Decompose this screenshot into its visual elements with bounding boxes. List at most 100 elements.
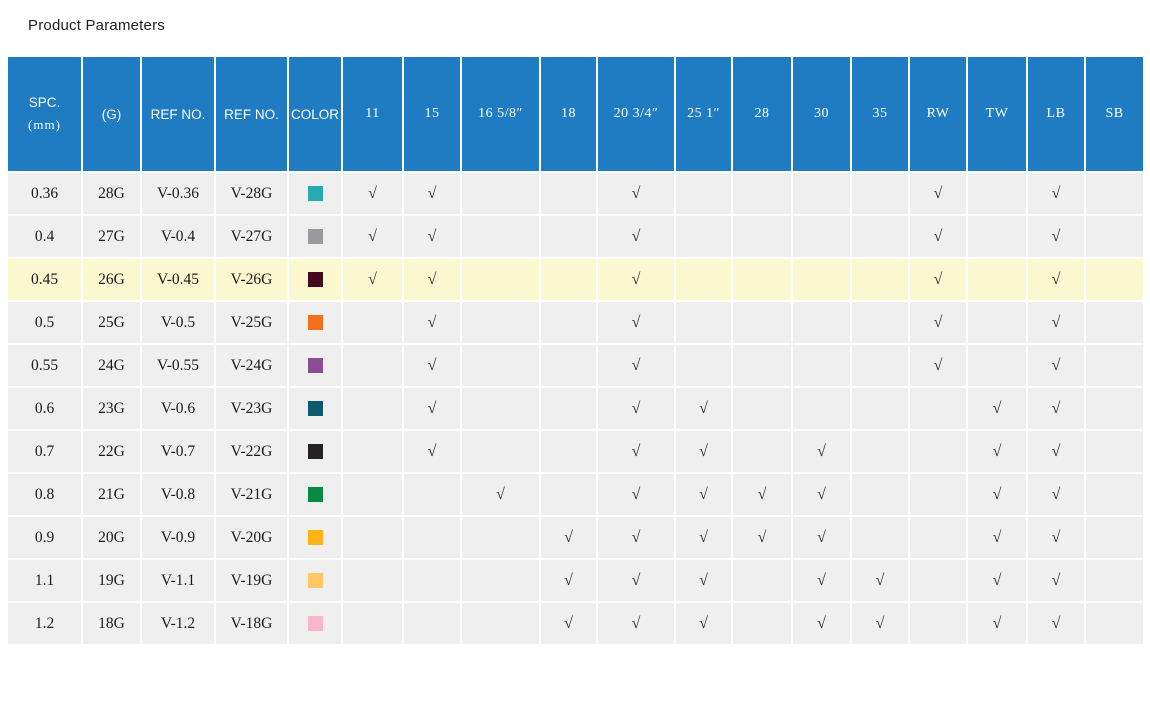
check-mark: √ (791, 472, 852, 517)
color-swatch (307, 444, 323, 460)
cell-gauge: 19G (81, 558, 142, 603)
empty-cell (341, 601, 404, 646)
check-mark: √ (596, 343, 676, 388)
header-cell-refno: REF NO. (140, 55, 216, 173)
color-swatch (307, 573, 323, 589)
empty-cell (539, 214, 598, 259)
empty-cell (341, 300, 404, 345)
cell-ref-no: V-0.45 (140, 257, 216, 302)
cell-ref-no: V-0.9 (140, 515, 216, 560)
empty-cell (731, 171, 793, 216)
cell-gauge: 20G (81, 515, 142, 560)
empty-cell (402, 472, 462, 517)
empty-cell (460, 300, 541, 345)
cell-ref-no: V-0.7 (140, 429, 216, 474)
color-swatch (307, 186, 323, 202)
empty-cell (850, 386, 910, 431)
header-cell-color: COLOR (287, 55, 343, 173)
table-row-0.9: 0.9 20G V-0.9 V-20G √ √ √ √ √ √ √ (6, 515, 1145, 560)
table-row-0.8: 0.8 21G V-0.8 V-21G √ √ √ √ √ √ √ (6, 472, 1145, 517)
cell-gauge: 26G (81, 257, 142, 302)
color-swatch (307, 272, 323, 288)
check-mark: √ (966, 558, 1028, 603)
cell-ref-no-2: V-20G (214, 515, 289, 560)
cell-ref-no: V-0.55 (140, 343, 216, 388)
empty-cell (539, 257, 598, 302)
empty-cell (674, 257, 733, 302)
empty-cell (539, 472, 598, 517)
check-mark: √ (674, 558, 733, 603)
table-row-0.45: 0.45 26G V-0.45 V-26G √ √ √ √ √ (6, 257, 1145, 302)
check-mark: √ (908, 300, 968, 345)
header-cell-size-LB: LB (1026, 55, 1086, 173)
check-mark: √ (1026, 472, 1086, 517)
empty-cell (908, 429, 968, 474)
check-mark: √ (908, 171, 968, 216)
empty-cell (731, 601, 793, 646)
empty-cell (674, 300, 733, 345)
header-cell-size-TW: TW (966, 55, 1028, 173)
cell-gauge: 22G (81, 429, 142, 474)
check-mark: √ (908, 257, 968, 302)
check-mark: √ (402, 429, 462, 474)
table-body: 0.36 28G V-0.36 V-28G √ √ √ √ √ 0.4 27G V-0.4 V-27G √… (6, 171, 1145, 646)
check-mark: √ (1026, 343, 1086, 388)
check-mark: √ (402, 214, 462, 259)
check-mark: √ (1026, 386, 1086, 431)
empty-cell (966, 257, 1028, 302)
check-mark: √ (402, 257, 462, 302)
header-cell-size-RW: RW (908, 55, 968, 173)
header-label: SPC. (28, 95, 61, 110)
check-mark: √ (674, 386, 733, 431)
empty-cell (966, 171, 1028, 216)
color-swatch (307, 616, 323, 632)
header-cell-size-30: 30 (791, 55, 852, 173)
header-cell-size-11: 11 (341, 55, 404, 173)
header-cell-size-SB: SB (1084, 55, 1145, 173)
empty-cell (539, 171, 598, 216)
empty-cell (402, 515, 462, 560)
empty-cell (731, 214, 793, 259)
empty-cell (731, 386, 793, 431)
cell-color (287, 300, 343, 345)
header-cell-size-28: 28 (731, 55, 793, 173)
empty-cell (731, 558, 793, 603)
check-mark: √ (402, 386, 462, 431)
check-mark: √ (596, 214, 676, 259)
check-mark: √ (1026, 558, 1086, 603)
check-mark: √ (966, 429, 1028, 474)
cell-gauge: 23G (81, 386, 142, 431)
empty-cell (539, 429, 598, 474)
cell-ref-no: V-0.8 (140, 472, 216, 517)
empty-cell (1084, 343, 1145, 388)
empty-cell (966, 214, 1028, 259)
empty-cell (460, 558, 541, 603)
cell-gauge: 21G (81, 472, 142, 517)
check-mark: √ (908, 343, 968, 388)
empty-cell (1084, 472, 1145, 517)
empty-cell (341, 343, 404, 388)
check-mark: √ (966, 515, 1028, 560)
cell-ref-no-2: V-23G (214, 386, 289, 431)
cell-spc: 0.55 (6, 343, 83, 388)
table-row-0.4: 0.4 27G V-0.4 V-27G √ √ √ √ √ (6, 214, 1145, 259)
check-mark: √ (850, 558, 910, 603)
check-mark: √ (596, 386, 676, 431)
header-sublabel: (mm) (28, 117, 61, 132)
empty-cell (1084, 257, 1145, 302)
check-mark: √ (596, 429, 676, 474)
empty-cell (460, 429, 541, 474)
check-mark: √ (402, 171, 462, 216)
check-mark: √ (596, 558, 676, 603)
cell-ref-no: V-0.4 (140, 214, 216, 259)
empty-cell (539, 300, 598, 345)
empty-cell (341, 472, 404, 517)
cell-color (287, 601, 343, 646)
cell-gauge: 24G (81, 343, 142, 388)
empty-cell (908, 386, 968, 431)
check-mark: √ (1026, 171, 1086, 216)
empty-cell (850, 472, 910, 517)
empty-cell (791, 214, 852, 259)
empty-cell (731, 343, 793, 388)
check-mark: √ (539, 601, 598, 646)
